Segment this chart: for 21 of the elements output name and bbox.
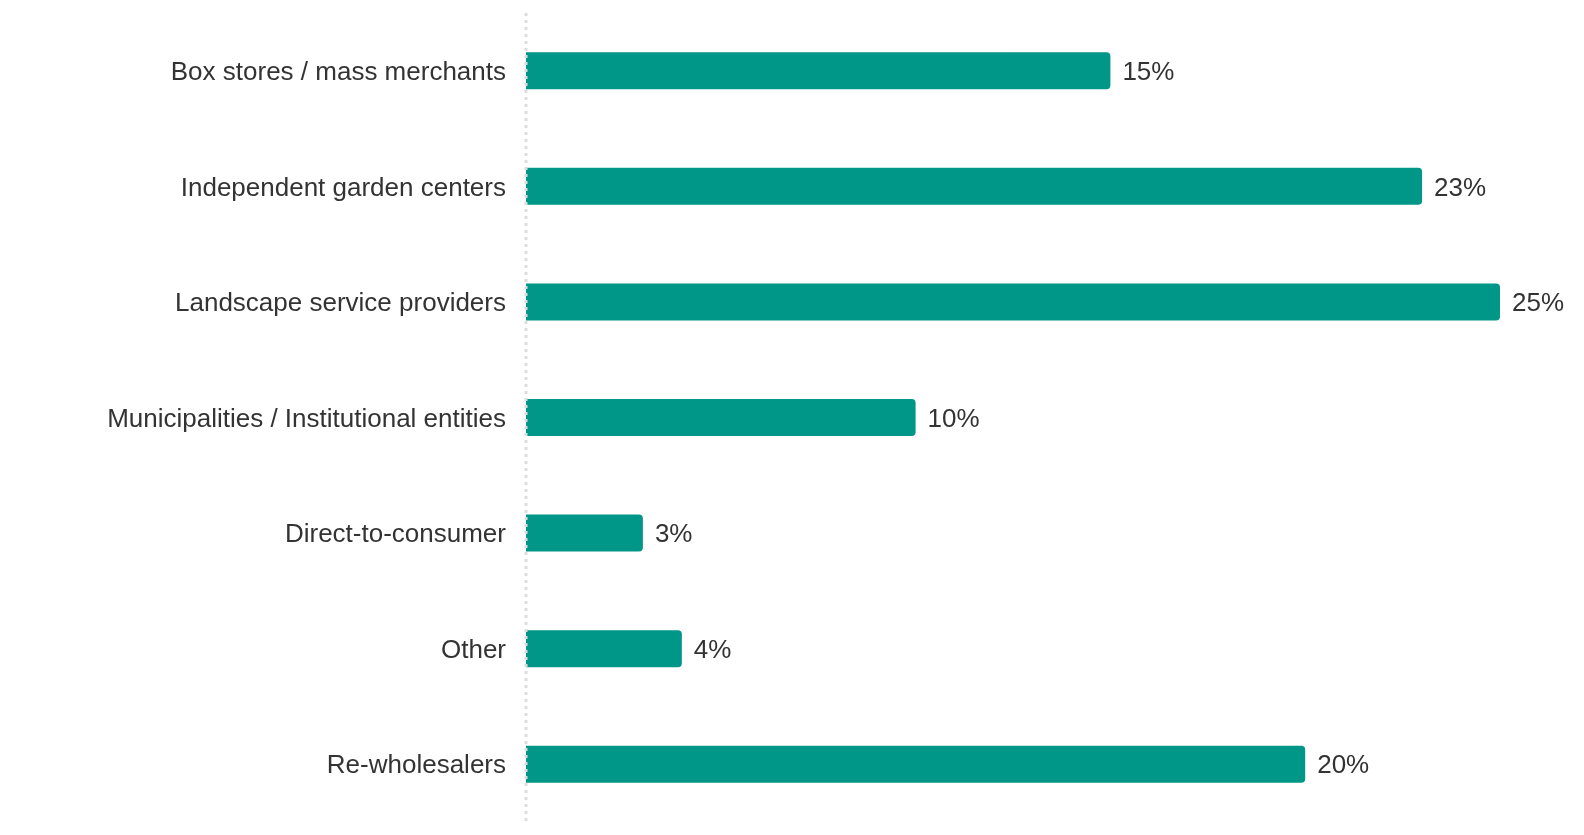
- data-label: 25%: [1512, 287, 1565, 318]
- data-label: 15%: [1122, 56, 1175, 87]
- bar: [526, 167, 1423, 205]
- bar: [526, 283, 1500, 321]
- y-tick-label: Municipalities / Institutional entities: [107, 402, 506, 433]
- bar: [526, 399, 916, 437]
- y-tick-label: Landscape service providers: [175, 287, 506, 318]
- bar: [526, 52, 1111, 90]
- y-tick-label: Direct-to-consumer: [284, 518, 507, 549]
- bar: [526, 745, 1306, 783]
- data-label: 4%: [693, 633, 732, 664]
- y-tick-label: Independent garden centers: [180, 171, 506, 202]
- bar: [526, 630, 682, 668]
- y-tick-label: Box stores / mass merchants: [170, 56, 506, 87]
- data-label: 3%: [654, 518, 693, 549]
- y-tick-label: Other: [440, 633, 507, 664]
- data-label: 20%: [1317, 749, 1370, 780]
- data-label: 10%: [927, 402, 980, 433]
- y-tick-label: Re-wholesalers: [326, 749, 506, 780]
- bar: [526, 514, 643, 552]
- data-label: 23%: [1434, 171, 1487, 202]
